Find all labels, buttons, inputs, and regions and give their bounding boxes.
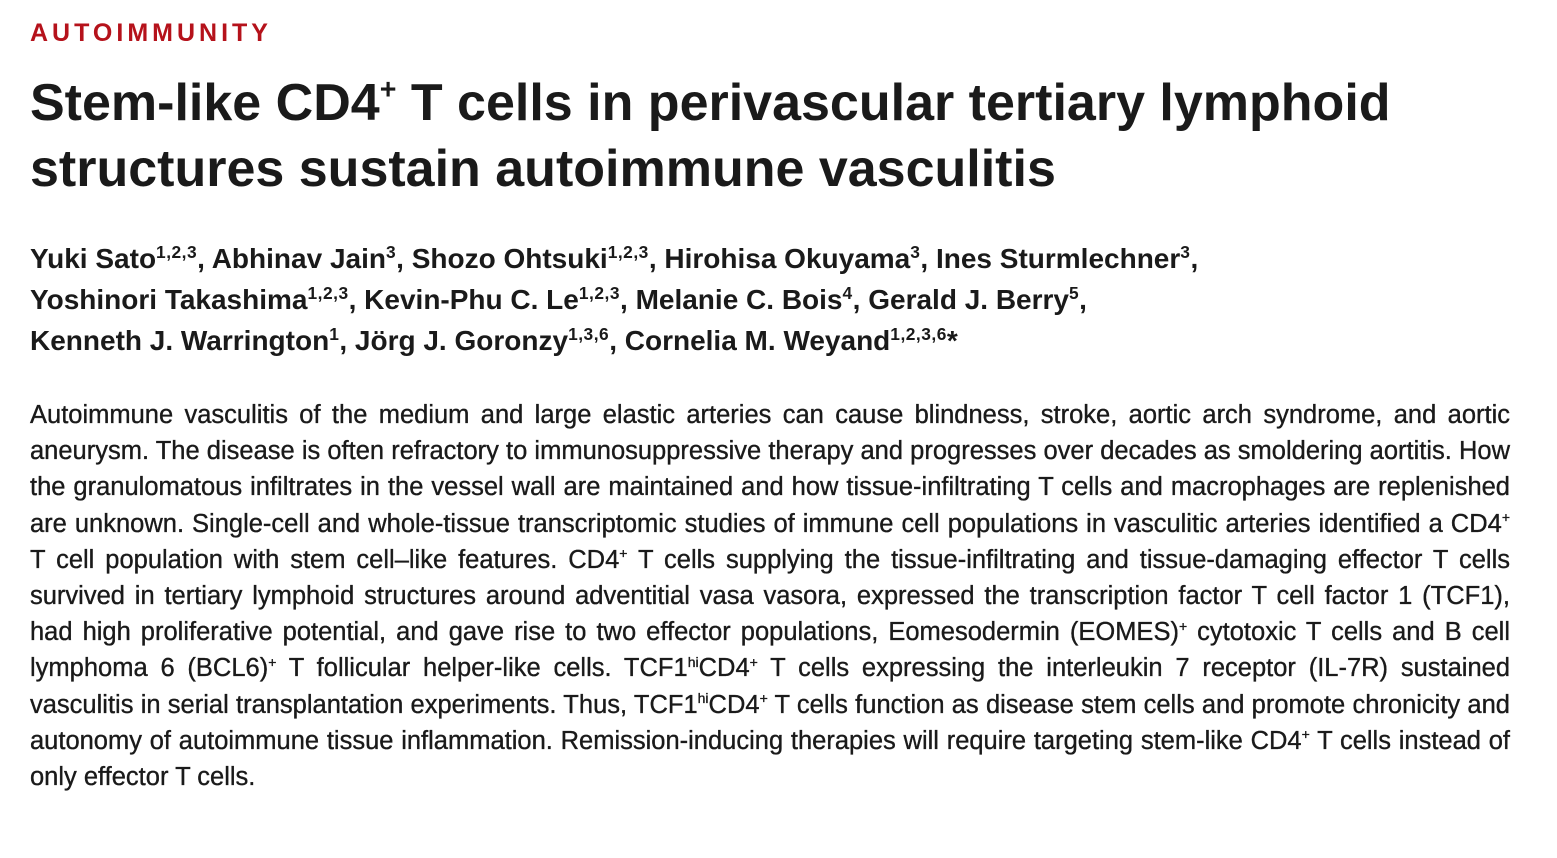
author-separator: , (1079, 284, 1087, 315)
abstract-text: cytotoxic T cells and B cell lymphoma 6 … (30, 618, 1510, 683)
abstract-superscript: hi (697, 690, 709, 707)
title-text-part1: Stem-like CD4 (30, 74, 380, 132)
author-name: Hirohisa Okuyama (664, 243, 911, 274)
abstract-text: CD4 (708, 690, 760, 719)
abstract-superscript: + (1301, 726, 1310, 743)
author-name: Cornelia M. Weyand (624, 325, 891, 356)
author-separator: , (852, 284, 869, 315)
author-name: Kevin-Phu C. Le (364, 284, 579, 315)
author-list: Yuki Sato1,2,3, Abhinav Jain3, Shozo Oht… (30, 238, 1510, 361)
author-separator: , (1190, 243, 1199, 274)
author-name: Yoshinori Takashima (30, 284, 308, 315)
author-separator: * (946, 325, 958, 356)
abstract-superscript: + (759, 690, 768, 707)
author-separator: , (648, 243, 665, 274)
title-text-part2: T cells in perivascular tertiary lymphoi… (30, 74, 1391, 198)
abstract-text: T cells supplying the tissue-infiltratin… (30, 545, 1510, 647)
abstract-text: CD4 (698, 654, 750, 683)
author-affiliation: 1,2,3 (578, 282, 620, 303)
author-affiliation: 3 (1180, 241, 1191, 262)
abstract-superscript: + (268, 653, 277, 670)
author-separator: , (920, 243, 936, 274)
author-affiliation: 1,2,3 (156, 241, 198, 262)
author-name: Melanie C. Bois (635, 284, 843, 315)
author-separator: , (620, 284, 636, 315)
author-name: Jörg J. Goronzy (354, 325, 569, 356)
author-name: Abhinav Jain (211, 243, 386, 274)
abstract: Autoimmune vasculitis of the medium and … (30, 397, 1510, 795)
author-affiliation: 1,2,3,6 (890, 323, 947, 344)
author-affiliation: 1,3,6 (568, 323, 610, 344)
author-separator: , (197, 243, 212, 274)
abstract-superscript: + (1178, 617, 1188, 634)
abstract-superscript: + (619, 545, 628, 562)
author-affiliation: 4 (842, 282, 853, 303)
article-header: AUTOIMMUNITY Stem-like CD4+ T cells in p… (30, 18, 1510, 795)
author-affiliation: 5 (1069, 282, 1080, 303)
abstract-text: T cells instead of only effector T cells… (30, 726, 1510, 792)
abstract-text: T cell population with stem cell–like fe… (30, 545, 620, 574)
author-affiliation: 1,2,3 (307, 282, 349, 303)
abstract-text: T follicular helper-like cells. TCF1 (276, 654, 688, 683)
abstract-text: Autoimmune vasculitis of the medium and … (30, 401, 1510, 538)
author-affiliation: 3 (385, 241, 397, 262)
author-affiliation: 1 (329, 323, 340, 344)
abstract-superscript: + (1501, 509, 1511, 526)
author-affiliation: 1,2,3 (607, 241, 649, 262)
abstract-superscript: + (749, 653, 758, 670)
author-separator: , (339, 325, 355, 356)
author-separator: , (609, 325, 625, 356)
author-name: Gerald J. Berry (868, 284, 1069, 315)
section-label: AUTOIMMUNITY (30, 19, 272, 47)
author-name: Yuki Sato (30, 243, 157, 274)
author-separator: , (396, 243, 412, 274)
author-separator: , (348, 284, 365, 315)
abstract-text: T cells expressing the interleukin 7 rec… (30, 654, 1511, 719)
author-name: Kenneth J. Warrington (30, 325, 330, 356)
author-name: Shozo Ohtsuki (411, 243, 608, 274)
title-superscript: + (379, 73, 397, 106)
abstract-superscript: hi (687, 653, 699, 670)
article-title: Stem-like CD4+ T cells in perivascular t… (30, 70, 1510, 202)
author-affiliation: 3 (910, 241, 921, 262)
author-name: Ines Sturmlechner (935, 243, 1181, 274)
abstract-text: T cells function as disease stem cells a… (30, 690, 1510, 755)
